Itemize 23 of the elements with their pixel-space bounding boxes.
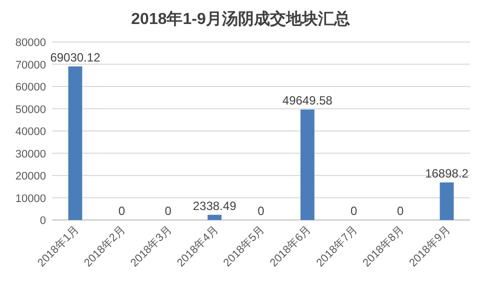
bar [440,182,454,220]
data-label: 69030.12 [50,50,101,64]
data-label: 2338.49 [192,198,237,213]
y-tick-label: 80000 [15,37,46,49]
chart-title: 2018年1-9月汤阴成交地块汇总 [131,9,350,28]
data-label: 0 [164,204,172,218]
y-tick-label: 0 [40,215,46,227]
data-label: 0 [258,204,265,218]
data-label: 49649.58 [282,94,333,108]
data-label: 0 [118,204,126,218]
bar [300,110,314,220]
data-label: 16898.2 [425,166,469,180]
bar [68,66,82,220]
bar [208,214,222,220]
y-tick-label: 60000 [15,82,46,94]
y-tick-label: 50000 [15,104,46,116]
y-tick-label: 70000 [15,59,46,72]
data-label: 0 [350,204,358,218]
y-tick-label: 40000 [15,126,46,138]
y-tick-label: 30000 [15,148,46,160]
y-tick-label: 20000 [15,170,46,182]
y-tick-label: 10000 [15,192,46,205]
data-label: 0 [396,204,404,218]
